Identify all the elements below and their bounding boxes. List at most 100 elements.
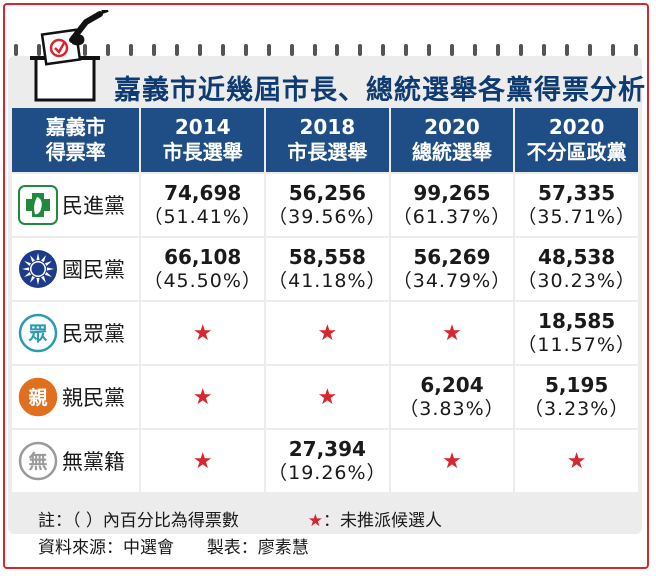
header-year: 2014 (174, 115, 231, 139)
party-name: 民進黨 (62, 194, 125, 218)
header-election: 不分區政黨 (526, 140, 627, 164)
source-text: 資料來源：中選會 (38, 538, 174, 558)
result-cell: 27,394 （19.26%） (266, 430, 389, 492)
result-cell: 99,265 （61.37%） (390, 174, 514, 236)
party-name: 民眾黨 (62, 322, 125, 346)
header-col-3: 2020 總統選舉 (390, 108, 514, 172)
result-cell: 74,698 （51.41%） (141, 174, 265, 236)
results-table: 嘉義市 得票率 2014 市長選舉 2018 市長選舉 2020 總統選舉 20… (10, 106, 640, 494)
party-cell: 無無黨籍 (12, 430, 140, 492)
result-cell: ★ (266, 302, 389, 364)
title-area: 嘉義市近幾屆市長、總統選舉各黨得票分析 (14, 10, 646, 106)
header-election: 總統選舉 (411, 140, 492, 164)
party-name: 國民黨 (62, 258, 125, 282)
binder-ring (519, 44, 523, 56)
result-cell: ★ (390, 302, 514, 364)
binder-ring (129, 44, 133, 56)
table-row: 民進黨 74,698 （51.41%） 56,256 （39.56%） 99,265 （61… (12, 174, 638, 236)
vote-count: 48,538 (538, 245, 616, 269)
party-label: 眾民眾黨 (18, 313, 139, 353)
result-cell: ★ (141, 302, 265, 364)
header-year: 2020 (424, 115, 480, 139)
logo-letter: 親 (28, 386, 47, 409)
party-name: 親民黨 (62, 386, 125, 410)
binder-ring (175, 44, 179, 56)
vote-count: 56,269 (413, 245, 491, 269)
binder-ring (106, 44, 110, 56)
result-cell: 56,256 （39.56%） (266, 174, 389, 236)
vote-count: 18,585 (538, 309, 616, 333)
dpp-logo-icon (18, 185, 58, 225)
no-candidate-star-icon: ★ (442, 320, 462, 346)
result-cell: 56,269 （34.79%） (390, 238, 514, 300)
binder-ring (565, 44, 569, 56)
party-label: 親親民黨 (18, 377, 139, 417)
star-legend-text: ：未推派候選人 (322, 511, 442, 531)
header-year: 2018 (299, 115, 356, 139)
header-year: 2020 (548, 115, 605, 139)
header-election: 市長選舉 (162, 140, 243, 164)
party-cell: 國民黨 (12, 238, 140, 300)
vote-percentage: （11.57%） (517, 334, 636, 356)
header-col-4: 2020 不分區政黨 (515, 108, 638, 172)
independent-logo-icon: 無 (18, 441, 58, 481)
kmt-logo-icon (19, 250, 57, 288)
ballot-box-icon (30, 10, 109, 102)
header-col-1: 2014 市長選舉 (141, 108, 265, 172)
no-candidate-star-icon: ★ (317, 320, 338, 346)
header-corner-line2: 得票率 (45, 140, 106, 164)
result-cell: 48,538 （30.23%） (515, 238, 638, 300)
vote-percentage: （35.71%） (517, 206, 636, 228)
logo-letter: 無 (28, 450, 47, 473)
binder-ring (313, 44, 317, 56)
pfp-logo-icon: 親 (18, 377, 58, 417)
result-cell: ★ (266, 366, 389, 428)
party-cell: 眾民眾黨 (12, 302, 140, 364)
binder-ring (358, 44, 362, 56)
header-col-2: 2018 市長選舉 (266, 108, 389, 172)
binder-ring (496, 44, 500, 56)
binder-ring (611, 44, 615, 56)
result-cell: 5,195 （3.23%） (515, 366, 638, 428)
binder-ring (152, 44, 156, 56)
party-label: 無無黨籍 (18, 441, 139, 481)
binder-ring (37, 44, 41, 56)
binder-ring (221, 44, 225, 56)
note-line-1: 註：（ ）內百分比為得票數 ★：未推派候選人 (38, 508, 442, 535)
header-corner: 嘉義市 得票率 (12, 108, 140, 172)
binder-rings (14, 44, 638, 60)
vote-percentage: （41.18%） (268, 270, 387, 292)
result-cell: ★ (141, 366, 265, 428)
result-cell: 58,558 （41.18%） (266, 238, 389, 300)
vote-count: 58,558 (288, 245, 366, 269)
vote-percentage: （30.23%） (517, 270, 636, 292)
vote-count: 5,195 (545, 373, 609, 397)
binder-ring (244, 44, 248, 56)
party-cell: 親親民黨 (12, 366, 140, 428)
vote-percentage: （51.41%） (143, 206, 262, 228)
party-label: 民進黨 (18, 185, 139, 225)
no-candidate-star-icon: ★ (192, 448, 213, 474)
table-row: 國民黨 66,108 （45.50%） 58,558 （41.18%） 56,269 （34… (12, 238, 638, 300)
vote-count: 56,256 (288, 181, 366, 205)
table-header-row: 嘉義市 得票率 2014 市長選舉 2018 市長選舉 2020 總統選舉 20… (12, 108, 638, 172)
binder-ring (335, 44, 339, 56)
vote-percentage: （39.56%） (268, 206, 387, 228)
result-cell: 6,204 （3.83%） (390, 366, 514, 428)
binder-ring (450, 44, 454, 56)
result-cell: ★ (390, 430, 514, 492)
binder-ring (427, 44, 431, 56)
vote-count: 99,265 (413, 181, 491, 205)
vote-count: 57,335 (538, 181, 616, 205)
vote-count: 6,204 (420, 373, 484, 397)
no-candidate-star-icon: ★ (442, 448, 462, 474)
vote-percentage: （61.37%） (392, 206, 512, 228)
footnotes: 註：（ ）內百分比為得票數 ★：未推派候選人 資料來源：中選會 製表：廖素慧 (38, 508, 442, 562)
binder-ring (634, 44, 638, 56)
vote-percentage: （45.50%） (143, 270, 262, 292)
binder-ring (404, 44, 408, 56)
vote-percentage: （3.83%） (399, 398, 505, 420)
party-cell: 民進黨 (12, 174, 140, 236)
no-candidate-star-icon: ★ (192, 384, 213, 410)
page-title: 嘉義市近幾屆市長、總統選舉各黨得票分析 (114, 75, 646, 106)
